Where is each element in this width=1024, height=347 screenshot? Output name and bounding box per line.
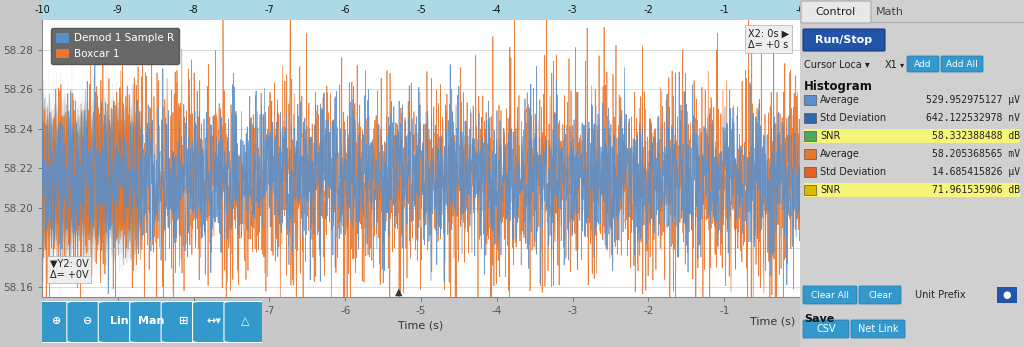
Legend: Demod 1 Sample R, Boxcar 1: Demod 1 Sample R, Boxcar 1 — [51, 28, 179, 64]
Bar — [804, 95, 816, 105]
Text: Unit Prefix: Unit Prefix — [915, 290, 966, 300]
Text: 14.685415826 μV: 14.685415826 μV — [932, 167, 1020, 177]
Text: -8: -8 — [188, 5, 199, 15]
Text: 642.122532978 nV: 642.122532978 nV — [926, 113, 1020, 123]
Text: ↔▾: ↔▾ — [206, 316, 221, 326]
Text: ▼Y2: 0V
Δ= +0V: ▼Y2: 0V Δ= +0V — [49, 259, 88, 280]
Text: -6: -6 — [340, 5, 350, 15]
FancyBboxPatch shape — [193, 302, 234, 342]
FancyBboxPatch shape — [851, 320, 905, 338]
Text: -10: -10 — [34, 5, 50, 15]
FancyBboxPatch shape — [224, 302, 266, 342]
FancyBboxPatch shape — [859, 286, 901, 304]
Text: Run/Stop: Run/Stop — [815, 35, 872, 45]
Text: -1: -1 — [720, 5, 729, 15]
Text: -9: -9 — [113, 5, 123, 15]
Bar — [800, 22, 1024, 23]
Text: ▲: ▲ — [394, 287, 402, 297]
Text: Clear All: Clear All — [811, 290, 849, 299]
Text: ●: ● — [1002, 290, 1012, 300]
Text: 58.205368565 mV: 58.205368565 mV — [932, 149, 1020, 159]
Bar — [804, 131, 816, 141]
Text: Control: Control — [816, 7, 856, 17]
Text: 71.961535906 dB: 71.961535906 dB — [932, 185, 1020, 195]
Text: Std Deviation: Std Deviation — [820, 167, 886, 177]
Text: Average: Average — [820, 95, 860, 105]
Text: Std Deviation: Std Deviation — [820, 113, 886, 123]
Text: 529.952975127 μV: 529.952975127 μV — [926, 95, 1020, 105]
Text: SNR: SNR — [820, 131, 841, 141]
Text: ⊕: ⊕ — [52, 316, 61, 326]
Text: SNR: SNR — [820, 185, 841, 195]
Text: -2: -2 — [643, 5, 653, 15]
Text: ⊞: ⊞ — [177, 316, 187, 326]
FancyBboxPatch shape — [161, 302, 204, 342]
Text: X2: 0s ▶
Δ= +0 s: X2: 0s ▶ Δ= +0 s — [748, 28, 788, 50]
Text: -3: -3 — [567, 5, 578, 15]
Text: Cursor Loca ▾: Cursor Loca ▾ — [804, 60, 869, 70]
Bar — [804, 167, 816, 177]
Text: Lin: Lin — [111, 316, 129, 326]
Text: Clear: Clear — [868, 290, 892, 299]
X-axis label: Time (s): Time (s) — [398, 320, 443, 330]
FancyBboxPatch shape — [803, 286, 857, 304]
Bar — [997, 287, 1017, 303]
FancyBboxPatch shape — [801, 1, 871, 23]
Text: 58.332388488 dB: 58.332388488 dB — [932, 131, 1020, 141]
FancyBboxPatch shape — [803, 29, 885, 51]
FancyBboxPatch shape — [130, 302, 172, 342]
Bar — [804, 185, 816, 195]
Text: Time (s): Time (s) — [750, 317, 795, 327]
Text: △: △ — [241, 316, 250, 326]
Text: -4: -4 — [492, 5, 502, 15]
Text: -7: -7 — [264, 5, 274, 15]
Text: Man: Man — [137, 316, 164, 326]
FancyBboxPatch shape — [67, 302, 110, 342]
Text: ⊖: ⊖ — [83, 316, 93, 326]
Text: ▾: ▾ — [900, 60, 904, 69]
Text: Average: Average — [820, 149, 860, 159]
Text: Net Link: Net Link — [858, 324, 898, 334]
FancyBboxPatch shape — [36, 302, 78, 342]
Bar — [804, 149, 816, 159]
Text: CSV: CSV — [816, 324, 836, 334]
Text: Add All: Add All — [946, 59, 978, 68]
Bar — [804, 113, 816, 123]
Bar — [804, 183, 1020, 197]
Text: Add: Add — [914, 59, 932, 68]
Bar — [804, 129, 1020, 143]
Text: Math: Math — [876, 7, 904, 17]
Text: -0: -0 — [796, 5, 805, 15]
Text: -5: -5 — [416, 5, 426, 15]
Text: Save: Save — [804, 314, 835, 324]
FancyBboxPatch shape — [941, 56, 983, 72]
Text: Histogram: Histogram — [804, 79, 872, 93]
FancyBboxPatch shape — [98, 302, 140, 342]
FancyBboxPatch shape — [803, 320, 849, 338]
FancyBboxPatch shape — [907, 56, 939, 72]
Text: X1: X1 — [885, 60, 898, 70]
